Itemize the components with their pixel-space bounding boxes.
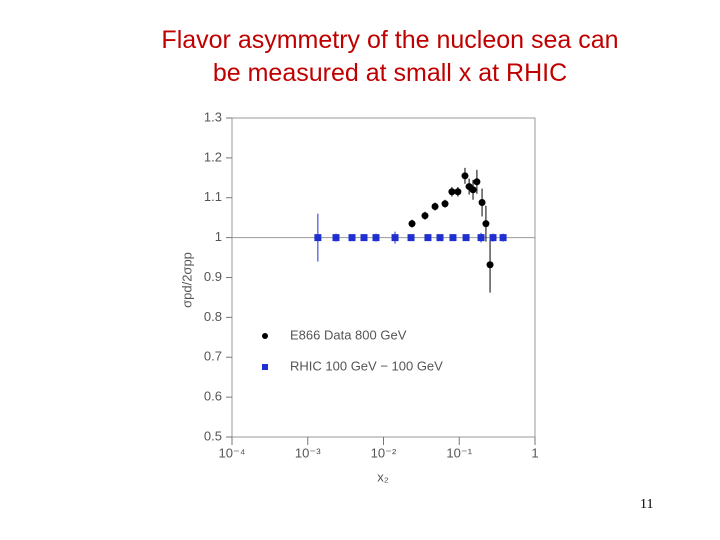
y-tick-label: 0.7 [204, 349, 222, 364]
y-tick-label: 1.1 [204, 189, 222, 204]
page-number: 11 [640, 497, 654, 512]
point [477, 234, 485, 242]
point [408, 220, 416, 228]
x-tick-label: 10⁻³ [295, 445, 321, 460]
x-axis-label: x₂ [377, 469, 389, 484]
y-tick-label: 1.2 [204, 149, 222, 164]
legend-label: E866 Data 800 GeV [290, 327, 407, 342]
point [461, 172, 469, 180]
point [486, 261, 494, 269]
point [499, 234, 507, 242]
y-tick-label: 1.3 [204, 109, 222, 124]
y-tick-label: 0.5 [204, 428, 222, 443]
y-tick-label: 0.6 [204, 389, 222, 404]
point [449, 234, 457, 242]
point [314, 234, 322, 242]
x-tick-label: 10⁻¹ [446, 445, 472, 460]
y-tick-label: 1 [215, 229, 222, 244]
point [454, 188, 462, 196]
point [424, 234, 432, 242]
point [469, 186, 477, 194]
point [332, 234, 340, 242]
point [473, 178, 481, 186]
point [407, 234, 415, 242]
slide-title: Flavor asymmetry of the nucleon sea can [161, 26, 619, 54]
point [478, 199, 486, 207]
point [372, 234, 380, 242]
point [431, 203, 439, 211]
point [482, 220, 490, 228]
point [391, 234, 399, 242]
slide-title: be measured at small x at RHIC [212, 59, 568, 87]
y-axis-label: σpd/2σpp [179, 252, 194, 308]
point [360, 234, 368, 242]
y-tick-label: 0.8 [204, 309, 222, 324]
legend-marker [262, 364, 268, 370]
x-tick-label: 1 [531, 445, 538, 460]
point [448, 188, 456, 196]
point [436, 234, 444, 242]
point [462, 234, 470, 242]
point [489, 234, 497, 242]
x-tick-label: 10⁻⁴ [219, 445, 246, 460]
legend-label: RHIC 100 GeV − 100 GeV [290, 358, 443, 373]
point [348, 234, 356, 242]
point [421, 212, 429, 220]
y-tick-label: 0.9 [204, 269, 222, 284]
x-tick-label: 10⁻² [371, 445, 397, 460]
point [441, 200, 449, 208]
legend-marker [262, 333, 268, 339]
